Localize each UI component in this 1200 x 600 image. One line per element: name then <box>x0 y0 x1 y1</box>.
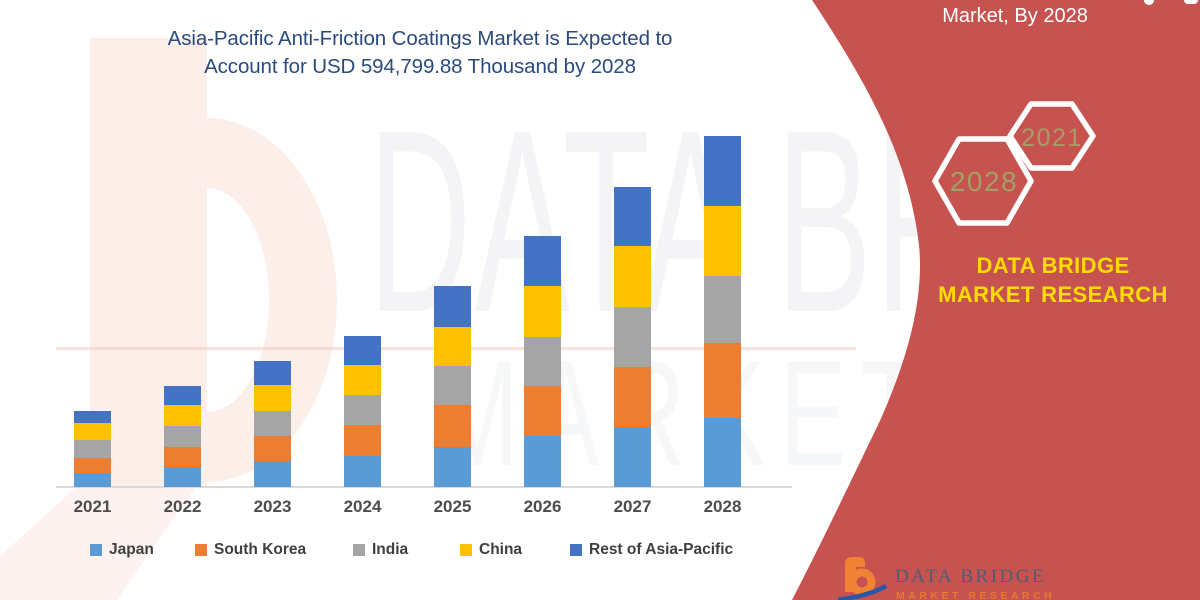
chart-title-line1: Asia-Pacific Anti-Friction Coatings Mark… <box>167 27 673 50</box>
footer-logo-wordmark: DATA BRIDGE <box>895 566 1047 587</box>
x-axis-label-2021: 2021 <box>73 497 112 516</box>
bar-segment-china <box>164 404 201 427</box>
bar-segment-china <box>74 422 111 441</box>
bar-segment-japan <box>434 446 471 487</box>
bar-segment-japan <box>344 456 381 487</box>
hexagon-2028 <box>932 136 1034 226</box>
bar-segment-india <box>434 365 471 405</box>
bar-segment-china <box>524 286 561 337</box>
footer-logo: DATA BRIDGE MARKET RESEARCH <box>835 554 1158 600</box>
bar-stack-2028 <box>704 136 741 487</box>
legend-item-rest-of-asia-pacific: Rest of Asia-Pacific <box>570 541 733 559</box>
bar-segment-south-korea <box>344 424 381 457</box>
bar-segment-china <box>434 326 471 366</box>
bar-segment-south-korea <box>524 385 561 436</box>
hexagon-2021-label: 2021 <box>1021 124 1083 152</box>
bar-segment-china <box>614 245 651 307</box>
data-bridge-logo-icon <box>835 557 888 600</box>
cutoff-text-fragment <box>1144 0 1154 5</box>
bar-segment-rest-of-asia-pacific <box>164 385 201 405</box>
bar-stack-2027 <box>614 186 651 487</box>
bar-segment-japan <box>74 473 111 487</box>
legend-item-south-korea: South Korea <box>195 541 306 559</box>
legend-label: Rest of Asia-Pacific <box>589 541 734 558</box>
bar-segment-south-korea <box>254 436 291 461</box>
bar-segment-china <box>344 365 381 396</box>
bar-segment-south-korea <box>164 446 201 467</box>
bar-segment-india <box>704 275 741 343</box>
chart-title-line2: Account for USD 594,799.88 Thousand by 2… <box>204 55 636 78</box>
bar-segment-india <box>614 306 651 367</box>
bar-segment-india <box>344 395 381 425</box>
bar-segment-india <box>524 336 561 386</box>
x-axis-label-2028: 2028 <box>703 497 742 516</box>
bar-segment-china <box>254 384 291 412</box>
bar-stack-2024 <box>344 335 381 487</box>
bar-segment-rest-of-asia-pacific <box>434 286 471 327</box>
bar-segment-india <box>254 411 291 437</box>
footer-logo-subtext: MARKET RESEARCH <box>896 590 1056 600</box>
bar-stack-2025 <box>434 286 471 487</box>
x-axis-label-2025: 2025 <box>433 497 472 516</box>
legend-swatch <box>353 544 365 556</box>
bar-segment-japan <box>254 460 291 487</box>
bar-segment-rest-of-asia-pacific <box>254 360 291 385</box>
bar-segment-rest-of-asia-pacific <box>704 136 741 207</box>
legend-label: India <box>372 541 409 558</box>
bar-segment-india <box>164 426 201 447</box>
legend-swatch <box>570 544 582 556</box>
bar-segment-south-korea <box>704 342 741 418</box>
brand-name-text: DATA BRIDGE MARKET RESEARCH <box>938 253 1168 307</box>
hexagon-2021 <box>1007 101 1096 171</box>
bar-segment-japan <box>614 427 651 487</box>
x-axis-label-2024: 2024 <box>343 497 382 516</box>
legend-label: South Korea <box>214 541 307 558</box>
right-panel-title: Market, By 2028 <box>942 5 1088 27</box>
bar-stack-2021 <box>74 411 111 487</box>
bar-segment-rest-of-asia-pacific <box>74 411 111 423</box>
bar-segment-rest-of-asia-pacific <box>614 186 651 246</box>
legend-swatch <box>195 544 207 556</box>
bar-stack-2023 <box>254 360 291 487</box>
hexagon-2028-label: 2028 <box>950 166 1018 197</box>
bar-segment-south-korea <box>434 404 471 447</box>
legend-item-japan: Japan <box>90 541 154 559</box>
x-axis-label-2022: 2022 <box>163 497 202 516</box>
bar-segment-japan <box>704 417 741 487</box>
bar-segment-japan <box>164 466 201 487</box>
bar-segment-china <box>704 206 741 276</box>
legend-item-china: China <box>460 541 522 559</box>
x-axis-line <box>56 486 792 488</box>
legend-swatch <box>90 544 102 556</box>
bar-stack-2022 <box>164 385 201 487</box>
bar-segment-south-korea <box>74 457 111 474</box>
x-axis-label-2026: 2026 <box>523 497 562 516</box>
legend-label: China <box>479 541 523 558</box>
chart-title: Asia-Pacific Anti-Friction Coatings Mark… <box>85 25 755 81</box>
legend-label: Japan <box>109 541 154 558</box>
bar-segment-japan <box>524 435 561 487</box>
legend-item-india: India <box>353 541 408 559</box>
bar-segment-india <box>74 440 111 458</box>
x-axis-label-2023: 2023 <box>253 497 292 516</box>
bar-stack-2026 <box>524 235 561 487</box>
bar-segment-south-korea <box>614 366 651 427</box>
legend-swatch <box>460 544 472 556</box>
x-axis-label-2027: 2027 <box>613 497 652 516</box>
bar-segment-rest-of-asia-pacific <box>524 235 561 287</box>
cutoff-text-fragment <box>1184 0 1198 4</box>
bar-segment-rest-of-asia-pacific <box>344 335 381 366</box>
